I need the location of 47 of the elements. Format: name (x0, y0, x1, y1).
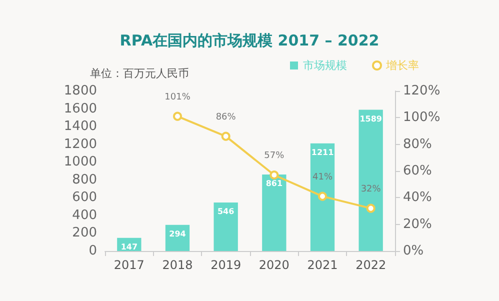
chart-title: RPA在国内的市场规模 2017 – 2022 (120, 32, 380, 50)
data-label: 101% (164, 92, 191, 102)
legend-label: 市场规模 (303, 59, 347, 72)
data-label: 147 (120, 242, 138, 252)
point (366, 204, 376, 213)
data-label: 294 (169, 229, 186, 238)
x-tick-label: 2017 (114, 258, 144, 272)
point (318, 192, 327, 201)
x-tick-label: 2022 (356, 258, 386, 272)
y-tick-label: 1800 (64, 84, 97, 98)
y2-tick-label: 0% (403, 244, 424, 258)
data-label: 86% (216, 112, 236, 122)
point (221, 132, 230, 141)
point (173, 112, 182, 121)
y-tick-label: 1600 (64, 101, 97, 116)
x-tick-label: 2019 (210, 258, 242, 272)
y2-tick-label: 40% (403, 190, 432, 206)
y2-tick-label: 80% (403, 136, 432, 152)
y-tick-label: 1200 (64, 136, 97, 152)
y-tick-label: 0 (88, 244, 97, 258)
y-tick-label: 1000 (64, 154, 97, 170)
bar (262, 174, 286, 251)
y2-tick-label: 100% (403, 110, 440, 126)
y2-tick-label: 60% (403, 164, 432, 178)
data-label: 546 (217, 206, 235, 216)
y-tick-label: 400 (72, 208, 97, 223)
y-tick-label: 600 (72, 190, 97, 206)
data-label: 41% (312, 172, 333, 182)
bar (214, 202, 238, 251)
data-label: 57% (264, 151, 285, 161)
x-tick-label: 2020 (258, 258, 290, 272)
data-label: 1589 (360, 114, 382, 124)
data-label: 1211 (311, 148, 334, 157)
bar (358, 110, 383, 251)
y2-tick-label: 20% (403, 216, 432, 232)
y-tick-label: 800 (72, 172, 97, 188)
y2-tick-label: 120% (403, 84, 440, 98)
legend-label: 增长率 (385, 59, 419, 72)
data-label: 32% (360, 184, 382, 194)
x-tick-label: 2018 (162, 258, 193, 272)
y-axis-title: 单位：百万元人民币 (90, 67, 189, 80)
x-tick-label: 2021 (307, 258, 338, 272)
y-tick-label: 1400 (64, 119, 97, 134)
data-label: 861 (266, 178, 283, 188)
bar (310, 143, 335, 251)
y-tick-label: 200 (72, 226, 97, 241)
point (270, 170, 279, 180)
